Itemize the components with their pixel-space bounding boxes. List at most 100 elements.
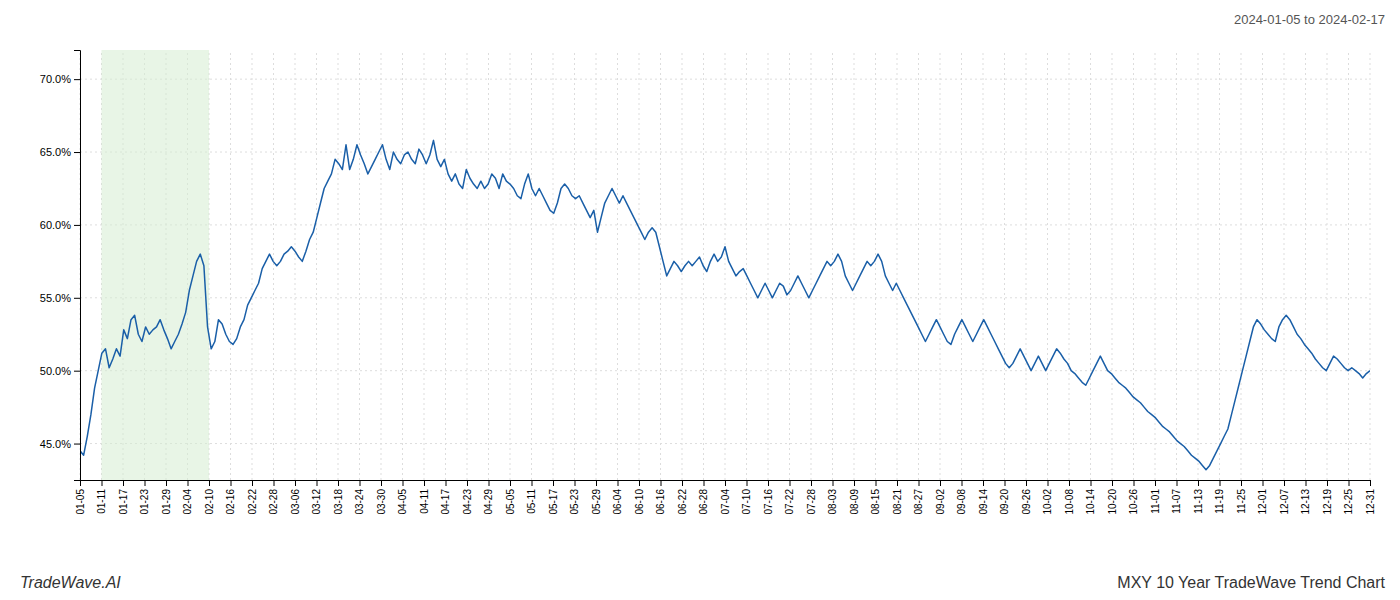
x-grid-line [1284, 50, 1285, 480]
y-tick: 60.0% [40, 219, 80, 231]
x-tick-mark [1349, 480, 1350, 486]
y-grid-line [80, 443, 1370, 444]
x-tick-label: 02-28 [268, 489, 279, 515]
x-tick-label: 10-26 [1128, 489, 1139, 515]
x-grid-line [1047, 50, 1048, 480]
grid [80, 50, 1370, 480]
y-tick-label: 60.0% [40, 219, 71, 231]
x-tick-label: 09-08 [956, 489, 967, 515]
x-tick: 11-01 [1150, 480, 1161, 514]
x-tick: 02-22 [247, 480, 258, 515]
x-tick-mark [1284, 480, 1285, 486]
x-tick: 09-20 [999, 480, 1010, 515]
x-grid-line [854, 50, 855, 480]
x-tick: 09-26 [1021, 480, 1032, 515]
x-tick-label: 08-03 [827, 489, 838, 515]
x-tick-label: 03-12 [311, 489, 322, 515]
x-tick-label: 07-16 [763, 489, 774, 515]
x-tick: 03-06 [290, 480, 301, 515]
x-grid-line [510, 50, 511, 480]
y-tick-label: 45.0% [40, 438, 71, 450]
x-tick-mark [553, 480, 554, 486]
x-tick-mark [1069, 480, 1070, 486]
x-tick-label: 05-29 [591, 489, 602, 515]
x-tick-mark [1241, 480, 1242, 486]
x-grid-line [596, 50, 597, 480]
x-grid-line [746, 50, 747, 480]
x-tick: 06-16 [655, 480, 666, 515]
x-tick-mark [1112, 480, 1113, 486]
x-tick: 08-21 [892, 480, 903, 515]
y-tick-label: 70.0% [40, 73, 71, 85]
x-tick: 02-28 [268, 480, 279, 515]
x-tick-mark [811, 480, 812, 486]
x-grid-line [381, 50, 382, 480]
x-tick-mark [338, 480, 339, 486]
x-grid-line [1026, 50, 1027, 480]
x-tick-label: 08-21 [892, 489, 903, 515]
x-tick: 05-29 [591, 480, 602, 515]
x-grid-line [725, 50, 726, 480]
x-tick-label: 03-30 [376, 489, 387, 515]
x-tick-label: 08-15 [870, 489, 881, 515]
x-tick-mark [403, 480, 404, 486]
y-tick-label: 55.0% [40, 292, 71, 304]
x-tick-label: 06-28 [698, 489, 709, 515]
y-tick-label: 65.0% [40, 146, 71, 158]
x-grid-line [961, 50, 962, 480]
x-tick-mark [231, 480, 232, 486]
x-tick: 06-22 [677, 480, 688, 515]
x-tick-mark [188, 480, 189, 486]
x-tick-mark [532, 480, 533, 486]
x-tick-label: 05-23 [569, 489, 580, 515]
x-tick: 04-29 [483, 480, 494, 515]
x-grid-line [1133, 50, 1134, 480]
y-grid-line [80, 297, 1370, 298]
x-grid-line [295, 50, 296, 480]
x-grid-line [1241, 50, 1242, 480]
x-tick-mark [983, 480, 984, 486]
x-tick-label: 09-20 [999, 489, 1010, 515]
x-tick-label: 03-06 [290, 489, 301, 515]
x-tick-mark [102, 480, 103, 486]
x-tick-label: 03-18 [333, 489, 344, 515]
x-tick-mark [790, 480, 791, 486]
y-tick: 45.0% [40, 438, 80, 450]
chart: 01-0501-1101-1701-2301-2902-0402-1002-16… [0, 0, 1400, 600]
data-line [80, 140, 1370, 469]
x-tick-mark [725, 480, 726, 486]
x-tick-label: 12-07 [1279, 489, 1290, 515]
x-grid-line [1327, 50, 1328, 480]
x-tick-mark [360, 480, 361, 486]
x-grid-line [789, 50, 790, 480]
x-tick-mark [317, 480, 318, 486]
y-tick-label: 50.0% [40, 365, 71, 377]
x-tick: 02-16 [225, 480, 236, 515]
x-tick-mark [682, 480, 683, 486]
x-tick-mark [639, 480, 640, 486]
x-grid-line [1069, 50, 1070, 480]
x-tick: 02-04 [182, 480, 193, 515]
x-tick-label: 01-05 [75, 489, 86, 515]
x-tick-mark [833, 480, 834, 486]
x-tick: 07-10 [741, 480, 752, 515]
y-tick-mark [74, 371, 80, 372]
x-grid-line [424, 50, 425, 480]
x-grid-line [1004, 50, 1005, 480]
title: MXY 10 Year TradeWave Trend Chart [1117, 574, 1385, 591]
x-tick: 12-25 [1343, 480, 1354, 515]
x-tick-mark [919, 480, 920, 486]
x-tick-label: 04-17 [440, 489, 451, 515]
x-grid-line [553, 50, 554, 480]
x-tick-label: 02-22 [247, 489, 258, 515]
x-grid-line [1219, 50, 1220, 480]
x-tick-mark [1091, 480, 1092, 486]
x-tick-mark [876, 480, 877, 486]
plot-area [80, 50, 1370, 480]
x-tick-mark [1155, 480, 1156, 486]
y-grid-line [80, 152, 1370, 153]
x-tick-label: 03-24 [354, 489, 365, 515]
x-tick-mark [1005, 480, 1006, 486]
x-tick-mark [940, 480, 941, 486]
x-tick: 10-02 [1042, 480, 1053, 515]
